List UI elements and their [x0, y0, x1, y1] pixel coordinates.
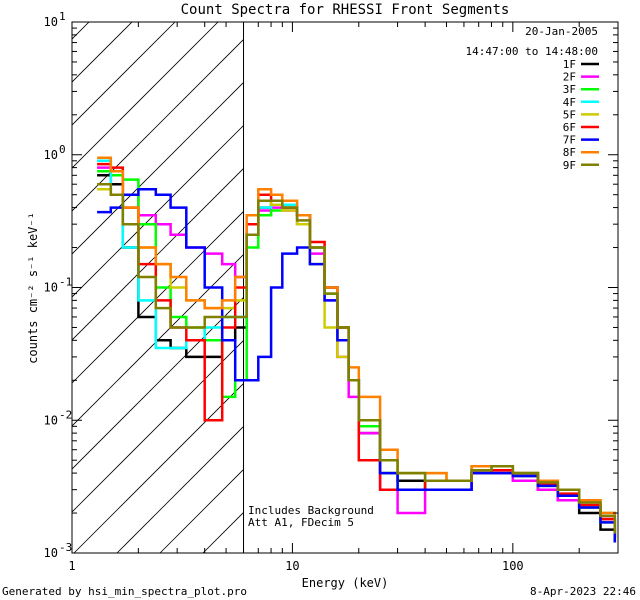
- date-label: 20-Jan-2005: [525, 25, 598, 38]
- x-axis-label: Energy (keV): [302, 576, 389, 590]
- footer-generated-by: Generated by hsi_min_spectra_plot.pro: [2, 585, 247, 598]
- legend-label-2F: 2F: [563, 71, 576, 84]
- hatch-line: [72, 81, 244, 255]
- x-tick-label: 1: [68, 559, 75, 573]
- legend-label-6F: 6F: [563, 121, 576, 134]
- footer-timestamp: 8-Apr-2023 22:46: [530, 585, 636, 598]
- hatch-line: [72, 167, 244, 341]
- hatch-line: [72, 124, 244, 298]
- legend-label-8F: 8F: [563, 146, 576, 159]
- hatch-line: [72, 22, 176, 126]
- excluded-region-hatch: [72, 22, 244, 553]
- legend-label-9F: 9F: [563, 159, 576, 172]
- y-tick-label: 10: [44, 148, 58, 162]
- annotation-attenuator: Att A1, FDecim 5: [248, 516, 354, 529]
- y-tick-label: 10: [44, 413, 58, 427]
- legend-label-4F: 4F: [563, 96, 576, 109]
- y-tick-exponent: -1: [59, 276, 72, 289]
- legend-label-1F: 1F: [563, 58, 576, 71]
- y-tick-exponent: 0: [59, 143, 66, 156]
- hatch-line: [72, 22, 133, 83]
- hatch-line: [72, 38, 244, 212]
- x-tick-label: 10: [285, 559, 299, 573]
- legend-label-3F: 3F: [563, 83, 576, 96]
- y-tick-label: 10: [44, 546, 58, 560]
- y-axis-label: counts cm⁻² s⁻¹ keV⁻¹: [26, 212, 40, 364]
- series-7F: [97, 187, 617, 543]
- legend-label-5F: 5F: [563, 108, 576, 121]
- y-tick-exponent: -2: [59, 408, 72, 421]
- hatch-line: [72, 339, 244, 513]
- hatch-line: [116, 425, 244, 553]
- series-9F: [97, 182, 617, 534]
- y-tick-label: 10: [44, 15, 58, 29]
- hatch-line: [72, 296, 244, 470]
- hatch-line: [73, 382, 244, 553]
- y-tick-exponent: 1: [59, 10, 66, 23]
- series-layer: [97, 156, 617, 543]
- time-range-label: 14:47:00 to 14:48:00: [466, 45, 598, 58]
- legend-label-7F: 7F: [563, 134, 576, 147]
- y-tick-exponent: -3: [59, 541, 72, 554]
- y-tick-label: 10: [44, 281, 58, 295]
- hatch-line: [72, 210, 244, 384]
- x-tick-label: 100: [502, 559, 524, 573]
- hatch-line: [72, 22, 219, 169]
- annotation-background: Includes Background: [248, 504, 374, 517]
- chart-title: Count Spectra for RHESSI Front Segments: [181, 2, 510, 18]
